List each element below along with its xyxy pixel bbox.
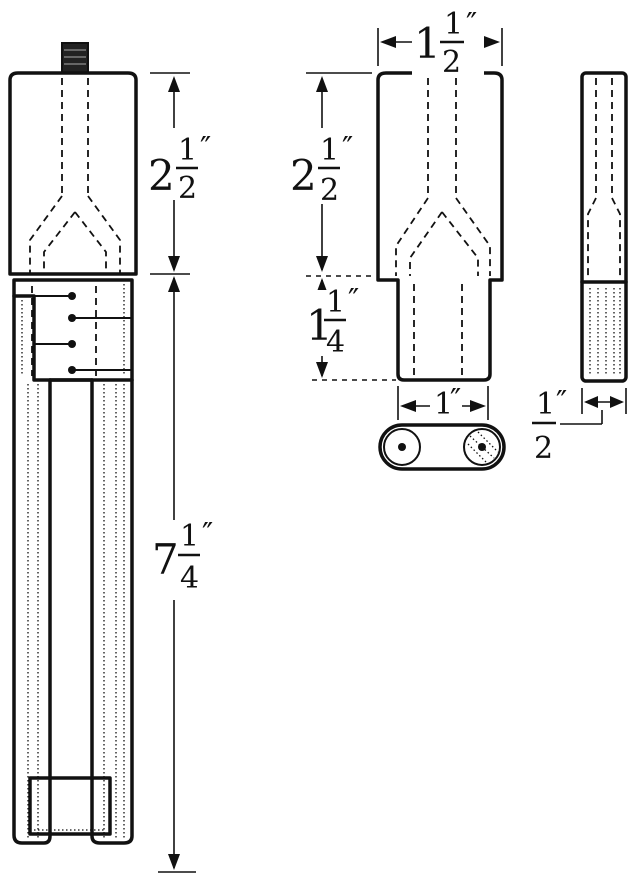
tube-bottom-prime: ″	[202, 517, 213, 552]
neck-width-prime: ″	[450, 383, 461, 418]
block-width-denominator: 2	[442, 45, 461, 80]
hidden-cone-outer	[29, 195, 121, 274]
block-neck-denominator: 4	[326, 325, 345, 360]
right-leg	[90, 378, 134, 845]
block-hidden-cone-outer	[395, 197, 491, 276]
tube-bottom-whole: 7	[152, 535, 179, 584]
dimension-block-width: 1 1 2 ″	[377, 7, 503, 80]
block-piece	[376, 71, 504, 382]
block-width-whole: 1	[414, 19, 441, 68]
slider-block	[28, 776, 112, 836]
dimension-block-neck: 1 1 4 ″	[306, 278, 396, 381]
block-neck-whole: 1	[306, 301, 333, 350]
neck-top-view	[378, 423, 506, 471]
side-view-hatch	[589, 288, 621, 376]
dimension-tube-top: 2 1 2 ″	[148, 72, 218, 275]
tall-assembly	[8, 42, 138, 845]
neck-width-whole: 1	[434, 387, 453, 422]
block-top-numerator: 1	[320, 133, 339, 168]
block-hidden-cone-inner	[409, 211, 479, 276]
tube-top-prime: ″	[200, 131, 211, 166]
side-hidden-taper	[587, 197, 621, 278]
tube-bottom-numerator: 1	[180, 519, 199, 554]
block-width-prime: ″	[466, 7, 477, 42]
tube-top-numerator: 1	[178, 133, 197, 168]
tube-top-denominator: 2	[178, 171, 197, 206]
block-top-prime: ″	[342, 131, 353, 166]
pin-set	[34, 292, 132, 374]
tube-bottom-denominator: 4	[180, 561, 199, 596]
side-thickness-numerator: 1	[536, 387, 555, 422]
leg-hatching	[21, 284, 125, 838]
dimension-block-top: 2 1 2 ″	[290, 72, 372, 277]
neck-top-hatch	[467, 431, 499, 463]
cap-knob-texture	[64, 49, 86, 65]
side-thickness-denominator: 2	[534, 431, 553, 466]
block-top-denominator: 2	[320, 173, 339, 208]
block-width-numerator: 1	[444, 7, 463, 42]
side-thickness-prime: ″	[556, 385, 567, 420]
hidden-cone-inner	[43, 211, 107, 274]
block-outline	[376, 71, 504, 382]
block-neck-numerator: 1	[326, 285, 345, 320]
side-view-outline	[580, 71, 628, 383]
dimension-neck-width: 1 ″	[397, 383, 489, 422]
dimension-tube-bottom: 7 1 4 ″	[150, 276, 222, 873]
dimension-side-thickness: 1 2 ″	[532, 385, 627, 466]
upper-block	[8, 71, 138, 276]
tube-top-whole: 2	[148, 151, 175, 200]
side-view	[580, 71, 628, 383]
left-leg	[12, 294, 52, 845]
block-top-whole: 2	[290, 151, 317, 200]
block-neck-prime: ″	[348, 283, 359, 318]
